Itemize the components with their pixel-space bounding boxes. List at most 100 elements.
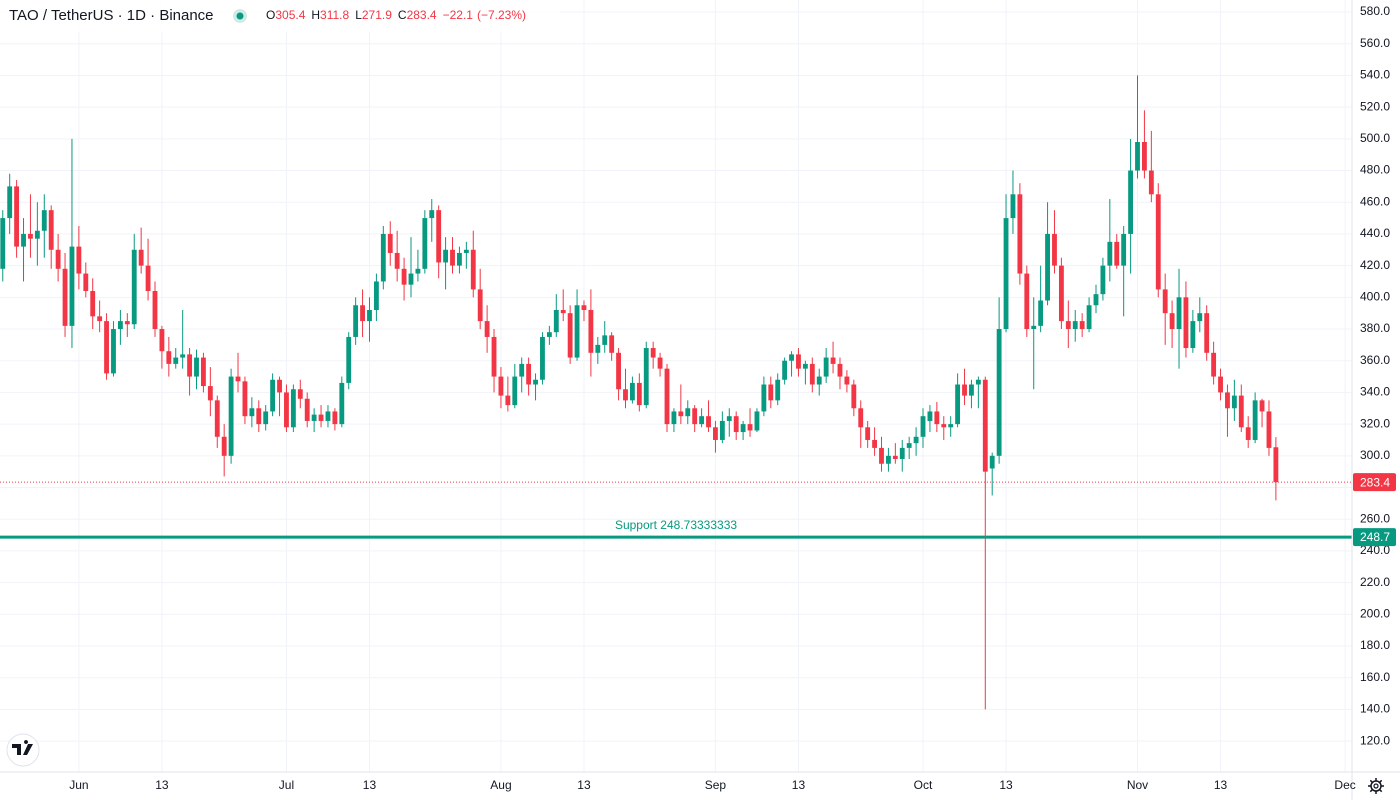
candle-body <box>97 316 103 322</box>
candle-body <box>131 249 137 325</box>
candle-body <box>360 305 365 322</box>
candle-body <box>851 384 857 409</box>
candle-body <box>1148 170 1154 195</box>
ohlc-key: C <box>398 8 407 22</box>
candle-body <box>553 310 559 333</box>
symbol-title[interactable]: TAO / TetherUS · 1D · Binance <box>9 7 214 24</box>
y-tick-label: 180.0 <box>1360 638 1390 652</box>
candle-body <box>104 321 109 374</box>
candle-body <box>325 411 331 421</box>
change-value: −22.1 <box>443 8 474 22</box>
candle-body <box>21 233 26 247</box>
candle-body <box>505 395 511 406</box>
y-tick-label: 320.0 <box>1360 416 1390 430</box>
candle-body <box>290 389 296 428</box>
candle-body <box>969 384 974 396</box>
candle-body <box>540 336 545 380</box>
y-tick-label: 300.0 <box>1360 448 1390 462</box>
candle-body <box>802 363 808 369</box>
candle-body <box>1072 321 1078 330</box>
y-tick-label: 220.0 <box>1360 575 1390 589</box>
candle-body <box>789 354 794 361</box>
candle-body <box>941 424 947 428</box>
support-tag <box>1353 528 1396 547</box>
candle-body <box>830 357 836 364</box>
candle-body <box>491 336 497 377</box>
candle-body <box>387 233 393 253</box>
candle-body <box>429 210 435 219</box>
candle-body <box>982 379 988 472</box>
candle-body <box>1273 447 1279 483</box>
candle-body <box>339 382 345 425</box>
candle-body <box>885 455 891 464</box>
candle-body <box>1093 294 1099 306</box>
last-price-tag <box>1353 473 1396 492</box>
logo-bg[interactable] <box>6 733 40 767</box>
x-tick-label: 13 <box>155 778 169 792</box>
x-tick-label: 13 <box>363 778 377 792</box>
candle-body <box>249 408 255 417</box>
candle-body <box>761 384 767 412</box>
candle-body <box>796 354 801 369</box>
candle-body <box>989 455 995 469</box>
y-tick-label: 360.0 <box>1360 353 1390 367</box>
support-label: Support 248.73333333 <box>615 518 737 532</box>
tv-logo[interactable] <box>6 733 40 767</box>
candle-body <box>1003 218 1009 330</box>
y-tick-label: 500.0 <box>1360 131 1390 145</box>
candle-body <box>1252 400 1258 440</box>
candle-body <box>699 416 705 425</box>
settings-icon[interactable] <box>1368 778 1384 794</box>
candle-body <box>1052 233 1057 266</box>
y-tick-label: 200.0 <box>1360 606 1390 620</box>
candle-body <box>69 246 75 326</box>
candle-body <box>533 379 538 385</box>
candle-body <box>470 249 476 290</box>
candle-body <box>270 379 276 412</box>
candle-body <box>892 455 898 459</box>
candle-body <box>657 357 663 369</box>
candle-body <box>111 329 116 374</box>
candle-body <box>367 310 372 322</box>
candle-body <box>242 381 248 417</box>
y-tick-label: 340.0 <box>1360 385 1390 399</box>
candle-body <box>782 360 788 380</box>
candle-body <box>28 233 33 239</box>
candle-body <box>1190 321 1196 349</box>
candle-body <box>775 379 781 401</box>
candle-body <box>740 424 746 433</box>
candle-body <box>228 376 234 456</box>
logo-mark <box>12 740 33 755</box>
y-tick-label: 460.0 <box>1360 194 1390 208</box>
candle-body <box>48 210 54 250</box>
candle-body <box>1107 241 1113 266</box>
candle-body <box>1114 241 1120 266</box>
candle-body <box>318 414 324 421</box>
candle-body <box>1121 233 1127 266</box>
y-tick-label: 120.0 <box>1360 733 1390 747</box>
candle-body <box>394 252 400 269</box>
candle-body <box>823 357 829 377</box>
candle-body <box>546 332 552 337</box>
candle-body <box>955 384 961 425</box>
candle-body <box>201 357 206 387</box>
y-tick-label: 580.0 <box>1360 4 1390 18</box>
candle-body <box>90 290 96 317</box>
candle-body <box>180 354 186 358</box>
candle-body <box>1024 273 1030 330</box>
candle-body <box>595 344 601 353</box>
time-axis-bg <box>0 772 1352 800</box>
labels: 120.0 140.0 160.0 180.0 200.0 220.0 240.0 260.0… <box>69 4 1396 792</box>
x-tick-label: Oct <box>914 778 933 792</box>
header: TAO / TetherUS · 1D · Binance O305.4 H311… <box>0 0 560 32</box>
x-tick-label: Nov <box>1127 778 1148 792</box>
candle-body <box>124 321 130 325</box>
candle-body <box>962 384 967 396</box>
candle-body <box>1100 265 1106 295</box>
candle-body <box>408 273 414 285</box>
candle-body <box>664 368 670 425</box>
ohlc-value: 283.4 <box>407 8 437 22</box>
candle-body <box>643 348 649 406</box>
candle-body <box>1176 297 1182 330</box>
